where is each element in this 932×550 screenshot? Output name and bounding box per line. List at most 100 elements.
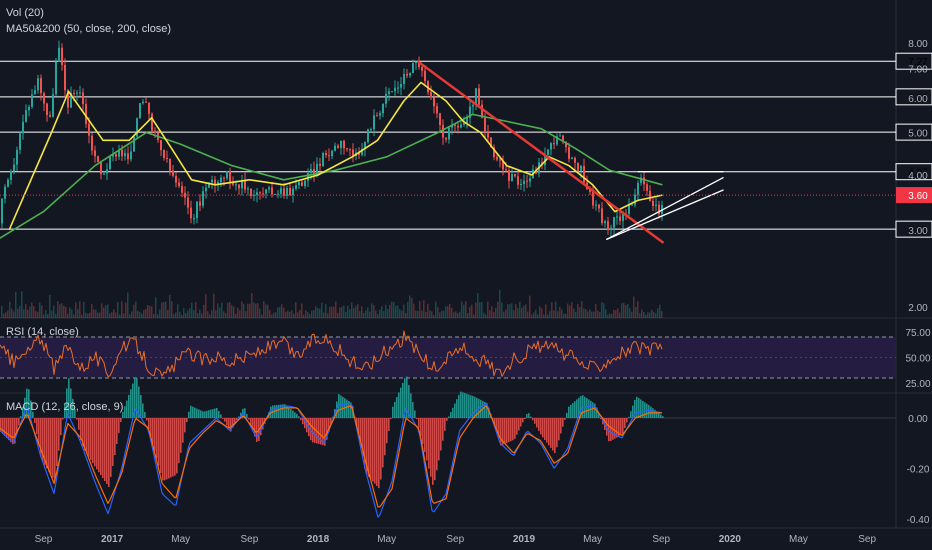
volume-bar (445, 306, 447, 318)
volume-bar (263, 301, 265, 318)
macd-histogram-bar (534, 418, 536, 424)
candle-body (118, 150, 120, 157)
candle-body (478, 88, 480, 105)
macd-histogram-bar (42, 418, 44, 462)
rsi-axis-tick-label: 25.00 (905, 379, 930, 390)
macd-axis-tick-label: -0.20 (907, 465, 930, 476)
volume-bar (313, 310, 315, 318)
volume-bar (351, 302, 353, 318)
volume-bar (563, 313, 565, 318)
volume-bar (553, 310, 555, 318)
macd-histogram-bar (538, 418, 540, 431)
macd-histogram-bar (636, 396, 638, 418)
volume-bar (155, 297, 157, 318)
macd-histogram-bar (586, 398, 588, 418)
volume-bar (487, 301, 489, 318)
candle-body (442, 125, 444, 138)
macd-histogram-bar (138, 386, 140, 418)
macd-histogram-bar (562, 418, 564, 427)
macd-histogram-bar (626, 418, 628, 423)
volume-bar (541, 308, 543, 318)
volume-bar (393, 301, 395, 318)
macd-histogram-bar (204, 411, 206, 418)
volume-bar (17, 308, 19, 318)
volume-bar (355, 305, 357, 318)
macd-histogram-bar (390, 418, 392, 419)
volume-bar (399, 309, 401, 318)
level-price-tag (895, 52, 932, 70)
macd-histogram-bar (356, 418, 358, 427)
macd-histogram-bar (548, 418, 550, 446)
level-price-tag (895, 88, 932, 106)
macd-histogram-bar (650, 406, 652, 418)
candle-body (328, 155, 330, 157)
candle-body (520, 183, 522, 185)
macd-histogram-bar (322, 418, 324, 446)
macd-histogram-bar (124, 406, 126, 418)
volume-bar (577, 303, 579, 318)
time-axis-tick-label: Sep (240, 534, 258, 545)
macd-histogram-bar (132, 383, 134, 418)
macd-histogram-bar (434, 418, 436, 481)
volume-bar (455, 311, 457, 318)
candle-body (349, 149, 351, 151)
volume-bar (41, 305, 43, 318)
volume-bar (163, 301, 165, 318)
price-axis-tick-label: 8.00 (908, 39, 928, 50)
volume-bar (281, 304, 283, 318)
macd-histogram-bar (312, 418, 314, 443)
macd-histogram-bar (568, 406, 570, 418)
volume-bar (189, 308, 191, 318)
ma200-line (0, 113, 663, 239)
macd-histogram-bar (514, 418, 516, 439)
candle-body (481, 104, 483, 118)
candle-body (394, 87, 396, 92)
macd-histogram-bar (384, 418, 386, 456)
macd-histogram-bar (656, 411, 658, 418)
macd-histogram-bar (192, 406, 194, 418)
candle-body (550, 143, 552, 150)
macd-histogram-bar (654, 409, 656, 418)
candle-body (499, 159, 501, 161)
macd-histogram-bar (166, 418, 168, 480)
volume-bar (55, 313, 57, 318)
volume-bar (277, 307, 279, 318)
macd-histogram-bar (188, 411, 190, 418)
time-axis-tick-label: 2017 (101, 534, 124, 545)
volume-bar (363, 312, 365, 318)
volume-bar (485, 314, 487, 318)
macd-histogram-bar (544, 418, 546, 440)
volume-bar (429, 310, 431, 318)
volume-bar (423, 300, 425, 318)
volume-bar (109, 313, 111, 318)
volume-bar (357, 304, 359, 318)
candle-body (19, 133, 21, 150)
macd-histogram-bar (574, 401, 576, 418)
candle-body (121, 150, 123, 157)
volume-bar (303, 314, 305, 318)
legend-vol: Vol (20) (6, 7, 44, 19)
macd-histogram-bar (558, 418, 560, 441)
candle-body (553, 143, 555, 145)
macd-histogram-bar (476, 397, 478, 418)
volume-bar (561, 309, 563, 318)
candle-body (88, 123, 90, 136)
macd-histogram-bar (150, 418, 152, 437)
macd-histogram-bar (410, 393, 412, 418)
volume-bar (305, 310, 307, 318)
volume-bar (605, 309, 607, 318)
candle-body (343, 140, 345, 149)
candle-body (379, 113, 381, 116)
candle-body (502, 160, 504, 170)
volume-bar (417, 310, 419, 318)
volume-bar (337, 312, 339, 318)
candle-body (109, 156, 111, 170)
legend-ma: MA50&200 (50, close, 200, close) (6, 23, 172, 35)
macd-histogram-bar (128, 394, 130, 418)
macd-histogram-bar (382, 418, 384, 468)
volume-bar (153, 314, 155, 318)
macd-histogram-bar (416, 418, 418, 419)
macd-histogram-bar (248, 418, 250, 420)
volume-bar (171, 301, 173, 318)
